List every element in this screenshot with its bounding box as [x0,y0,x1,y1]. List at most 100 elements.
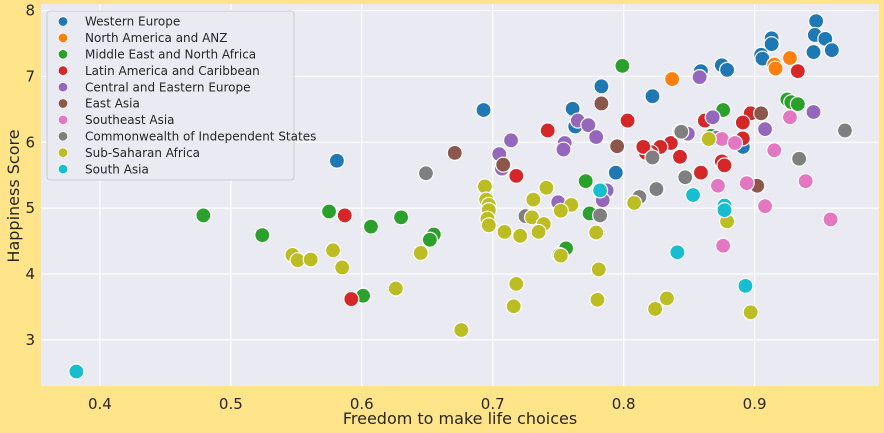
data-point [619,112,636,129]
data-point [734,114,751,131]
legend-label: South Asia [85,162,149,176]
data-point [691,69,708,86]
data-point [767,60,784,77]
data-point [763,36,780,53]
legend-label: Commonwealth of Independent States [85,130,316,144]
data-point [195,207,212,224]
data-point [496,223,513,240]
data-point [664,70,681,88]
x-tick-label: 0.6 [350,395,374,413]
y-tick-label: 4 [25,265,35,283]
data-point [343,290,360,308]
data-point [700,130,717,148]
x-axis-label: Freedom to make life choices [343,409,577,428]
data-point [336,207,353,224]
legend: Western Europe North America and ANZ Middl… [46,10,316,181]
data-point [590,261,607,278]
x-tick-label: 0.7 [481,395,505,413]
data-point [512,227,529,244]
legend-frame [46,10,295,181]
legend-label: Western Europe [85,15,180,29]
data-point [737,277,754,294]
data-point [334,259,351,276]
x-tick-labels: 0.4 0.5 0.6 0.7 0.8 0.9 [88,395,767,413]
legend-label: Central and Eastern Europe [85,80,251,94]
data-point [677,169,694,186]
data-point [607,164,624,181]
data-point [671,148,689,165]
data-point [644,149,661,166]
data-point [508,275,525,293]
data-point [614,57,631,75]
data-point [673,123,690,140]
data-point [789,63,806,80]
data-point [453,321,470,339]
x-tick-label: 0.5 [219,395,243,413]
data-point [592,182,609,199]
y-tick-label: 8 [25,2,35,20]
data-point [588,224,605,241]
data-point [421,231,438,248]
data-point [392,209,410,226]
data-point [593,95,610,112]
data-point [530,223,547,240]
data-point [446,144,463,161]
data-point [648,180,665,198]
legend-marker [57,98,69,109]
data-point [577,173,594,190]
x-tick-label: 0.9 [743,395,767,413]
legend-marker [57,81,69,93]
data-point [836,122,854,139]
data-point [709,177,727,194]
data-point [552,202,569,219]
legend-label: East Asia [85,97,140,111]
y-tick-label: 7 [25,67,35,85]
data-point [753,105,770,122]
data-point [502,132,520,149]
data-point [412,244,429,262]
legend-marker [57,49,69,60]
data-point [823,42,840,59]
data-point [658,290,675,307]
data-point [781,49,799,67]
data-point [791,150,808,167]
legend-label: North America and ANZ [85,31,228,45]
legend-marker [57,147,69,158]
data-point [684,186,702,204]
data-point [555,141,572,158]
data-point [508,167,525,184]
data-point [593,78,610,95]
y-axis-label: Happiness Score [4,129,23,262]
data-point [756,198,774,215]
legend-marker [57,65,69,76]
data-point [738,175,755,192]
data-point [302,251,319,268]
data-point [692,164,710,181]
y-tick-label: 3 [25,331,35,349]
data-point [808,13,825,30]
data-point [726,134,744,152]
data-point [525,191,542,208]
legend-marker [57,114,69,126]
data-point [715,237,732,254]
data-point [646,300,664,318]
data-point [704,109,721,126]
data-point [480,217,497,234]
data-point [626,194,643,212]
data-point [756,121,774,138]
data-point [635,138,652,156]
y-tick-label: 5 [25,199,35,217]
y-tick-label: 6 [25,133,35,151]
legend-label: Latin America and Caribbean [85,64,260,78]
data-point [254,227,271,244]
data-point [781,109,799,126]
data-point [320,203,338,220]
data-point [719,61,736,78]
data-point [592,207,609,224]
data-point [505,298,522,315]
legend-label: Sub-Saharan Africa [85,146,200,160]
data-point [324,242,342,259]
data-point [669,244,686,261]
data-point [805,43,822,61]
